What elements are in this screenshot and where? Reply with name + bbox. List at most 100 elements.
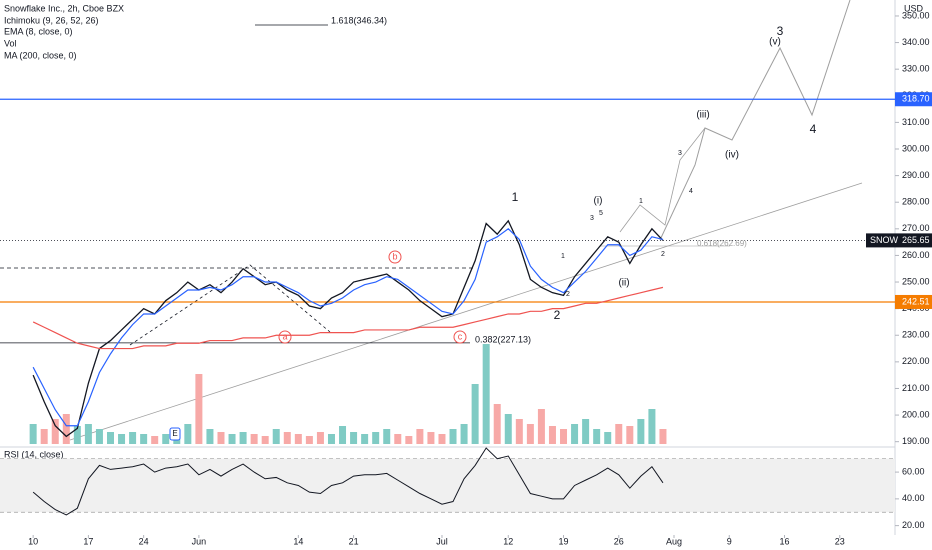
- y-tick-label: 250.00: [902, 276, 930, 286]
- y-tick-label: 220.00: [902, 356, 930, 366]
- volume-bar: [40, 429, 48, 444]
- annotation: (v): [769, 37, 781, 48]
- x-tick-label: 19: [559, 536, 569, 546]
- trend-line: [69, 182, 863, 441]
- annotation: (i): [594, 196, 603, 207]
- x-tick-label: 24: [139, 536, 149, 546]
- volume-bar: [206, 429, 214, 444]
- x-tick-label: 9: [727, 536, 732, 546]
- y-tick-label: 350.00: [902, 10, 930, 20]
- volume-bar: [283, 432, 291, 444]
- volume-bar: [427, 432, 435, 444]
- volume-bar: [604, 432, 612, 444]
- volume-bar: [372, 432, 380, 444]
- x-tick-label: 23: [835, 536, 845, 546]
- volume-bar: [272, 429, 280, 444]
- volume-bar: [493, 404, 501, 444]
- currency-label: USD: [904, 3, 924, 13]
- price-tag-label: 265.65: [902, 235, 930, 245]
- annotation: 1: [512, 190, 519, 204]
- y-tick-label: 300.00: [902, 143, 930, 153]
- price-tag-label: 242.51: [902, 296, 930, 306]
- volume-bar: [637, 419, 645, 444]
- x-tick-label: Jul: [436, 536, 448, 546]
- annotation: E: [172, 429, 177, 438]
- volume-bar: [615, 424, 623, 444]
- volume-bar: [51, 419, 59, 444]
- annotation: 2: [554, 308, 561, 322]
- y-tick-label: 280.00: [902, 197, 930, 207]
- wave-circle: [388, 250, 402, 264]
- y-tick-label: 260.00: [902, 250, 930, 260]
- volume-bar: [593, 429, 601, 444]
- volume-bar: [305, 436, 313, 444]
- x-tick-label: 10: [28, 536, 38, 546]
- y-tick-label: 330.00: [902, 64, 930, 74]
- price-line: [32, 228, 664, 427]
- y-tick-label: 210.00: [902, 383, 930, 393]
- wave-circle: [278, 330, 292, 344]
- volume-bar: [548, 426, 556, 444]
- volume-bar: [482, 344, 490, 444]
- price-line: [32, 219, 664, 438]
- wave-path: [129, 264, 331, 346]
- annotation: 2: [566, 291, 570, 298]
- y-tick-label: 200.00: [902, 409, 930, 419]
- annotation: 3: [777, 24, 784, 38]
- annotation: 4: [810, 122, 817, 136]
- annotation: 2: [661, 251, 665, 258]
- annotation: 4: [689, 188, 693, 195]
- volume-bar: [316, 432, 324, 444]
- annotation: (iv): [725, 150, 739, 161]
- indicator-label: Vol: [4, 38, 17, 48]
- price-line: [32, 286, 664, 350]
- annotation: 3: [678, 150, 682, 157]
- price-tag: [895, 92, 932, 107]
- y-tick-label: 270.00: [902, 223, 930, 233]
- annotation: 1: [561, 253, 565, 260]
- projection-path: [619, 127, 706, 233]
- volume-bar: [449, 429, 457, 444]
- volume-bar: [327, 434, 335, 444]
- y-tick-label: 230.00: [902, 330, 930, 340]
- y-tick-label: 310.00: [902, 117, 930, 127]
- price-tag: [895, 294, 932, 309]
- volume-bar: [151, 436, 159, 444]
- volume-bar: [537, 409, 545, 444]
- price-tag-name: SNOW: [870, 235, 899, 245]
- volume-bar: [95, 429, 103, 444]
- volume-bar: [361, 434, 369, 444]
- price-tag: [866, 233, 932, 248]
- annotation: 0.618(262.69): [697, 239, 747, 248]
- volume-bar: [129, 432, 137, 444]
- volume-bar: [648, 409, 656, 444]
- volume-bar: [350, 432, 358, 444]
- x-tick-label: 21: [349, 536, 359, 546]
- y-tick-label: 40.00: [902, 493, 925, 503]
- volume-bar: [504, 414, 512, 444]
- volume-bar: [471, 384, 479, 444]
- volume-bar: [383, 429, 391, 444]
- volume-bar: [626, 426, 634, 444]
- x-tick-label: Jun: [192, 536, 207, 546]
- indicator-label: Ichimoku (9, 26, 52, 26): [4, 15, 99, 25]
- volume-bar: [162, 434, 170, 444]
- y-tick-label: 340.00: [902, 37, 930, 47]
- price-tag-label: 318.70: [902, 94, 930, 104]
- chart-title: Snowflake Inc., 2h, Cboe BZX: [4, 3, 124, 13]
- volume-bar: [515, 419, 523, 444]
- volume-bar: [571, 424, 579, 444]
- annotation: 5: [599, 210, 603, 217]
- volume-bar: [294, 434, 302, 444]
- annotation: 1.618(346.34): [331, 15, 387, 25]
- volume-bar: [339, 426, 347, 444]
- volume-bar: [239, 432, 247, 444]
- projection-path: [659, 0, 851, 241]
- volume-bar: [560, 429, 568, 444]
- volume-bar: [250, 434, 258, 444]
- earnings-box: [169, 427, 181, 441]
- volume-bar: [140, 434, 148, 444]
- annotation: (ii): [618, 278, 629, 289]
- volume-bar: [195, 374, 203, 444]
